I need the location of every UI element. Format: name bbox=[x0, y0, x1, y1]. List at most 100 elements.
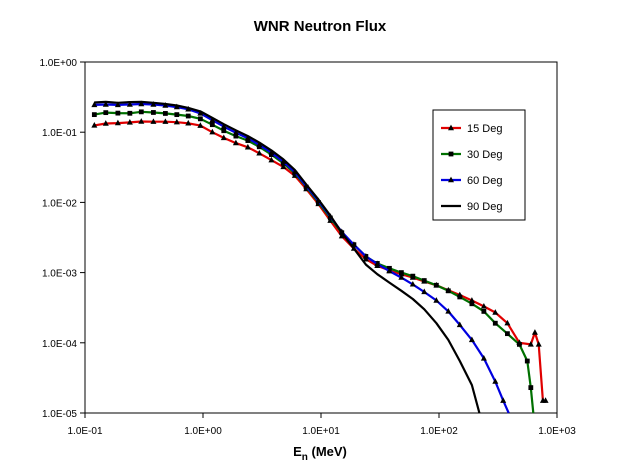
data-point bbox=[220, 134, 227, 141]
series-layer bbox=[91, 100, 549, 414]
data-point bbox=[468, 297, 475, 303]
data-point bbox=[433, 297, 440, 303]
data-point bbox=[500, 397, 507, 403]
x-axis-label: En (MeV) bbox=[293, 444, 347, 463]
x-axis-label-subscript: n bbox=[302, 452, 308, 463]
data-point bbox=[386, 267, 393, 274]
legend-item: 30 Deg bbox=[441, 149, 502, 161]
legend-marker bbox=[448, 124, 454, 131]
data-point bbox=[138, 109, 144, 115]
x-tick-label: 1.0E+03 bbox=[538, 426, 576, 437]
x-tick-label: 1.0E+02 bbox=[420, 426, 458, 437]
data-point bbox=[492, 378, 499, 384]
data-point bbox=[480, 354, 487, 361]
data-point bbox=[185, 113, 191, 119]
legend-marker bbox=[448, 176, 454, 183]
data-point bbox=[492, 309, 499, 315]
y-tick-label: 1.0E-05 bbox=[42, 409, 77, 420]
series-line bbox=[94, 100, 481, 414]
x-axis-label-main: E bbox=[293, 444, 302, 459]
data-point bbox=[445, 308, 452, 314]
data-point bbox=[162, 118, 169, 124]
data-point bbox=[91, 101, 98, 108]
series-4 bbox=[94, 100, 481, 414]
data-point bbox=[456, 321, 463, 328]
data-point bbox=[232, 129, 239, 136]
chart-title: WNR Neutron Flux bbox=[254, 18, 387, 35]
data-point bbox=[185, 119, 192, 126]
data-point bbox=[126, 101, 133, 107]
data-point bbox=[126, 118, 133, 125]
data-point bbox=[256, 149, 263, 156]
legend-item: 90 Deg bbox=[441, 201, 502, 213]
data-point bbox=[480, 303, 487, 309]
data-point bbox=[398, 270, 404, 275]
y-tick-label: 1.0E-02 bbox=[42, 198, 77, 209]
data-point bbox=[362, 253, 369, 259]
data-point bbox=[492, 320, 498, 326]
data-point bbox=[162, 111, 168, 116]
data-point bbox=[197, 122, 204, 128]
data-point bbox=[445, 288, 451, 294]
data-point bbox=[433, 282, 439, 288]
data-point bbox=[197, 110, 204, 116]
data-point bbox=[233, 133, 239, 139]
data-point bbox=[232, 139, 239, 146]
data-point bbox=[528, 385, 534, 391]
data-point bbox=[150, 101, 157, 107]
data-point bbox=[138, 118, 145, 124]
data-point bbox=[280, 158, 287, 164]
x-axis-label-unit: (MeV) bbox=[308, 444, 347, 459]
data-point bbox=[103, 110, 109, 116]
legend-label: 90 Deg bbox=[467, 201, 502, 213]
data-point bbox=[220, 123, 227, 129]
data-point bbox=[421, 278, 427, 283]
data-point bbox=[338, 232, 345, 239]
data-point bbox=[268, 149, 275, 155]
y-axis: 1.0E+00 1.0E-01 1.0E-02 1.0E-03 1.0E-04 1.0E-… bbox=[39, 58, 85, 420]
data-point bbox=[209, 116, 216, 123]
data-point bbox=[409, 280, 416, 287]
data-point bbox=[374, 260, 381, 267]
data-point bbox=[516, 341, 522, 347]
data-point bbox=[280, 163, 287, 170]
legend-item: 60 Deg bbox=[441, 175, 502, 187]
data-point bbox=[209, 128, 216, 135]
data-point bbox=[151, 110, 156, 115]
data-point bbox=[542, 397, 549, 403]
legend-marker bbox=[448, 151, 454, 157]
data-point bbox=[173, 118, 180, 125]
data-point bbox=[268, 156, 275, 163]
data-point bbox=[421, 288, 428, 295]
data-point bbox=[410, 273, 416, 279]
data-point bbox=[102, 120, 109, 126]
data-point bbox=[398, 274, 405, 280]
data-point bbox=[102, 101, 109, 107]
data-point bbox=[535, 340, 542, 347]
y-tick-label: 1.0E-01 bbox=[42, 128, 77, 139]
data-point bbox=[524, 358, 530, 364]
data-point bbox=[138, 100, 145, 107]
data-point bbox=[115, 110, 121, 116]
data-point bbox=[457, 294, 463, 300]
x-tick-label: 1.0E-01 bbox=[67, 426, 102, 437]
legend-item: 15 Deg bbox=[441, 123, 502, 135]
data-point bbox=[505, 331, 510, 337]
data-point bbox=[531, 329, 538, 335]
data-point bbox=[244, 134, 251, 141]
data-point bbox=[244, 143, 251, 150]
data-point bbox=[481, 309, 487, 314]
data-point bbox=[91, 121, 98, 128]
data-point bbox=[127, 110, 133, 116]
x-axis: 1.0E-01 1.0E+00 1.0E+01 1.0E+02 1.0E+03 bbox=[67, 413, 576, 437]
data-point bbox=[469, 301, 475, 307]
legend-label: 60 Deg bbox=[467, 175, 502, 187]
data-point bbox=[114, 119, 121, 126]
data-point bbox=[527, 340, 534, 347]
y-tick-label: 1.0E+00 bbox=[39, 58, 77, 69]
y-tick-label: 1.0E-03 bbox=[42, 269, 77, 280]
data-point bbox=[245, 138, 251, 143]
data-point bbox=[91, 112, 97, 118]
legend: 15 Deg 30 Deg 60 Deg 90 Deg bbox=[432, 109, 526, 221]
